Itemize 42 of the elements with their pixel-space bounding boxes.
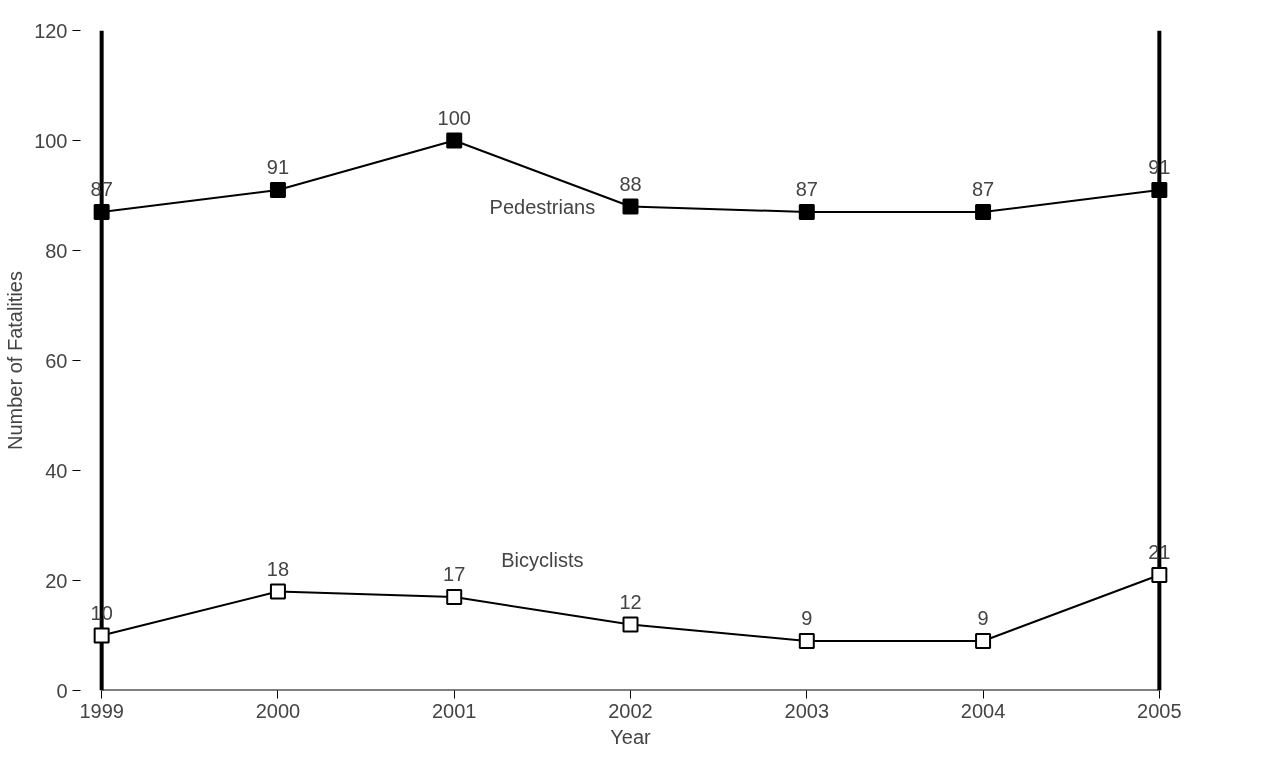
data-label: 17 [443, 563, 466, 585]
point [798, 633, 815, 649]
x-tick-label: 2000 [255, 699, 301, 722]
point [93, 627, 110, 644]
point [93, 204, 110, 220]
x-tick-label: 1999 [79, 699, 124, 722]
y-tick-label: 0 [56, 679, 68, 702]
y-axis-title: Number of Fatalities [4, 271, 27, 450]
point [622, 616, 639, 633]
point [446, 589, 463, 605]
point [975, 204, 992, 220]
point [269, 182, 286, 198]
data-label: 87 [795, 178, 818, 200]
y-tick-label: 60 [45, 349, 68, 372]
data-label: 100 [437, 106, 471, 129]
point [446, 132, 463, 149]
point [975, 633, 992, 649]
x-tick-label: 2004 [960, 699, 1006, 722]
x-axis-title: Year [610, 725, 652, 748]
point [1151, 182, 1168, 198]
x-tick-label: 2001 [431, 699, 477, 722]
y-tick-label: 100 [34, 129, 68, 152]
data-label: 18 [266, 557, 290, 580]
point [269, 583, 286, 600]
series-label: Bicyclists [501, 548, 584, 571]
y-tick-label: 80 [45, 239, 68, 262]
y-tick-label: 40 [45, 459, 68, 482]
data-label: 9 [801, 607, 813, 629]
series-label: Pedestrians [489, 195, 596, 218]
x-tick-label: 2005 [1137, 699, 1182, 722]
data-label: 9 [977, 607, 989, 629]
data-label: 87 [971, 178, 995, 200]
data-label: 91 [266, 156, 290, 178]
x-tick-label: 2002 [608, 699, 653, 722]
y-tick-label: 20 [45, 569, 68, 592]
x-tick-label: 2003 [784, 699, 830, 722]
y-tick-label: 120 [34, 19, 68, 42]
point [798, 204, 815, 220]
point [1151, 567, 1168, 583]
data-label: 12 [619, 590, 642, 613]
point [622, 198, 639, 215]
data-label: 88 [619, 172, 642, 195]
